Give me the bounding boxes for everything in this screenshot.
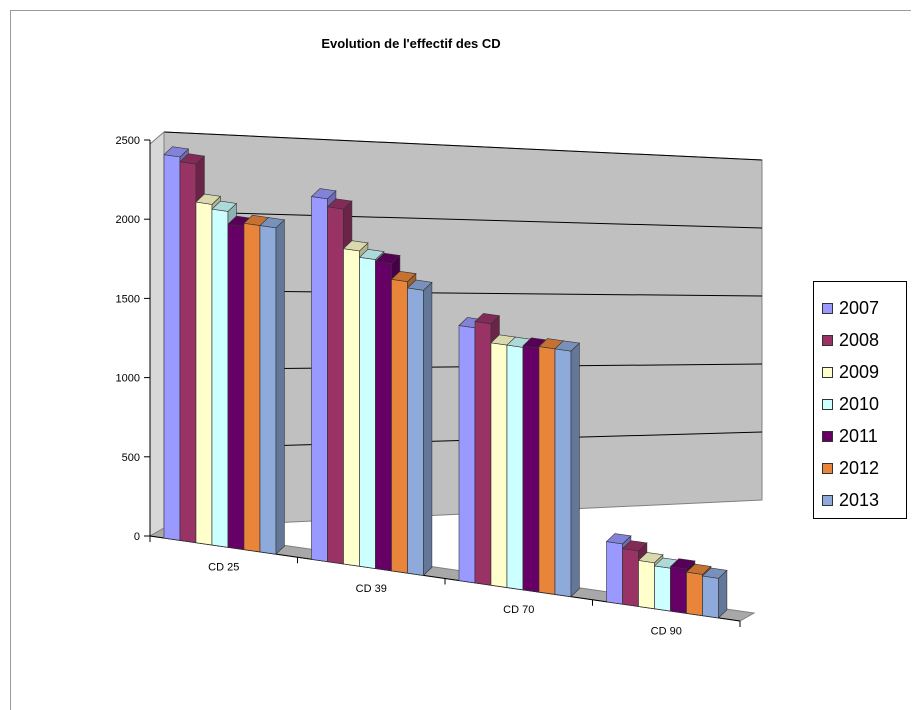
bar bbox=[622, 548, 639, 607]
bar bbox=[490, 342, 508, 588]
legend-item: 2008 bbox=[822, 326, 879, 354]
y-tick-label: 1500 bbox=[116, 293, 140, 305]
bar-top bbox=[179, 153, 206, 165]
y-tick-label: 2000 bbox=[116, 214, 140, 226]
bar bbox=[391, 278, 408, 574]
bar-top bbox=[211, 200, 238, 212]
side-wall bbox=[149, 130, 165, 537]
bar bbox=[554, 348, 572, 597]
y-tick-label: 500 bbox=[122, 452, 140, 464]
bar-side bbox=[423, 281, 433, 577]
legend-swatch bbox=[822, 334, 833, 346]
bar-top bbox=[342, 240, 369, 252]
bar-top bbox=[390, 271, 417, 282]
bar bbox=[163, 154, 181, 541]
bar-top bbox=[326, 198, 353, 210]
legend-label: 2008 bbox=[839, 329, 880, 350]
bar bbox=[327, 206, 344, 565]
legend-swatch bbox=[822, 398, 833, 410]
bar-top bbox=[358, 248, 385, 260]
bar-top bbox=[406, 279, 433, 291]
bar-top bbox=[637, 552, 664, 564]
bar bbox=[606, 541, 623, 605]
legend-item: 2009 bbox=[822, 358, 879, 386]
legend-item: 2012 bbox=[822, 454, 879, 482]
bar bbox=[686, 571, 703, 616]
bar bbox=[375, 260, 392, 572]
y-tick-label: 0 bbox=[134, 531, 140, 543]
bar bbox=[243, 222, 261, 553]
legend-swatch bbox=[822, 494, 833, 506]
legend-swatch bbox=[822, 430, 833, 442]
gridline bbox=[163, 131, 763, 161]
legend-label: 2013 bbox=[839, 489, 880, 510]
chart-title: Evolution de l'effectif des CD bbox=[321, 36, 500, 51]
legend-swatch bbox=[822, 462, 833, 474]
legend-swatch bbox=[822, 302, 833, 314]
bar-top bbox=[621, 540, 648, 552]
bar bbox=[538, 346, 556, 595]
chart-legend: 2007 2008 2009 2010 2011 2012 2013 bbox=[813, 281, 907, 519]
legend-swatch bbox=[822, 366, 833, 378]
bar bbox=[359, 256, 376, 569]
bar-side bbox=[275, 219, 285, 555]
legend-label: 2011 bbox=[839, 425, 878, 446]
x-tick-label: CD 25 bbox=[208, 562, 239, 574]
bar-top bbox=[374, 252, 401, 264]
bar bbox=[179, 161, 197, 543]
bar-side bbox=[570, 342, 580, 598]
legend-item: 2007 bbox=[822, 294, 879, 322]
legend-item: 2013 bbox=[822, 486, 879, 514]
bar-top bbox=[669, 558, 696, 570]
bar bbox=[343, 248, 360, 567]
bar bbox=[522, 345, 540, 593]
bar bbox=[195, 201, 213, 546]
x-tick-label: CD 70 bbox=[503, 604, 534, 616]
legend-label: 2012 bbox=[839, 457, 880, 478]
bar-top bbox=[605, 533, 632, 545]
chart-plot: 0 500 1000 1500 2000 2500 CD 25 CD 39 CD 70 CD 90… bbox=[116, 36, 763, 637]
legend-item: 2011 bbox=[822, 422, 878, 450]
gridline bbox=[163, 210, 763, 229]
bar-top bbox=[259, 217, 286, 229]
chart-frame bbox=[10, 10, 911, 710]
legend-label: 2009 bbox=[839, 361, 880, 382]
x-tick-label: CD 39 bbox=[356, 583, 387, 595]
y-tick-label: 1000 bbox=[116, 373, 140, 385]
bar-top bbox=[685, 563, 712, 575]
bar-top bbox=[195, 193, 222, 205]
bar bbox=[311, 196, 328, 562]
bar bbox=[670, 566, 687, 614]
bar-top bbox=[554, 340, 581, 352]
bar bbox=[506, 344, 524, 591]
bar bbox=[638, 560, 655, 610]
legend-label: 2007 bbox=[839, 297, 880, 318]
legend-label: 2010 bbox=[839, 393, 880, 414]
bar bbox=[458, 325, 476, 584]
bar bbox=[702, 575, 719, 619]
bar bbox=[407, 287, 424, 576]
bar-top bbox=[163, 146, 190, 158]
legend-item: 2010 bbox=[822, 390, 879, 418]
bar-top bbox=[310, 188, 337, 200]
bar-top bbox=[474, 313, 501, 325]
bar bbox=[211, 208, 229, 548]
bar bbox=[259, 225, 277, 555]
x-tick-label: CD 90 bbox=[651, 625, 682, 637]
bar bbox=[227, 223, 245, 550]
y-tick-label: 2500 bbox=[116, 135, 140, 147]
bar bbox=[654, 565, 671, 612]
bar-top bbox=[701, 567, 728, 579]
bar bbox=[474, 321, 492, 586]
